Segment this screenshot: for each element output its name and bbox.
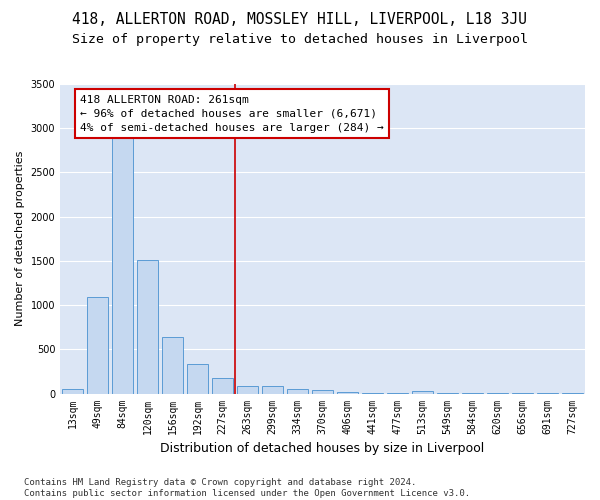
- Bar: [137, 260, 158, 394]
- X-axis label: Distribution of detached houses by size in Liverpool: Distribution of detached houses by size …: [160, 442, 485, 455]
- Bar: [87, 297, 108, 394]
- Bar: [312, 390, 333, 394]
- Bar: [62, 389, 83, 394]
- Bar: [162, 337, 183, 394]
- Bar: [287, 388, 308, 394]
- Text: Contains HM Land Registry data © Crown copyright and database right 2024.
Contai: Contains HM Land Registry data © Crown c…: [24, 478, 470, 498]
- Text: 418, ALLERTON ROAD, MOSSLEY HILL, LIVERPOOL, L18 3JU: 418, ALLERTON ROAD, MOSSLEY HILL, LIVERP…: [73, 12, 527, 28]
- Bar: [237, 386, 258, 394]
- Text: Size of property relative to detached houses in Liverpool: Size of property relative to detached ho…: [72, 32, 528, 46]
- Bar: [412, 391, 433, 394]
- Bar: [112, 134, 133, 394]
- Bar: [262, 386, 283, 394]
- Bar: [337, 392, 358, 394]
- Bar: [362, 392, 383, 394]
- Bar: [187, 364, 208, 394]
- Bar: [212, 378, 233, 394]
- Y-axis label: Number of detached properties: Number of detached properties: [15, 151, 25, 326]
- Text: 418 ALLERTON ROAD: 261sqm
← 96% of detached houses are smaller (6,671)
4% of sem: 418 ALLERTON ROAD: 261sqm ← 96% of detac…: [80, 94, 384, 132]
